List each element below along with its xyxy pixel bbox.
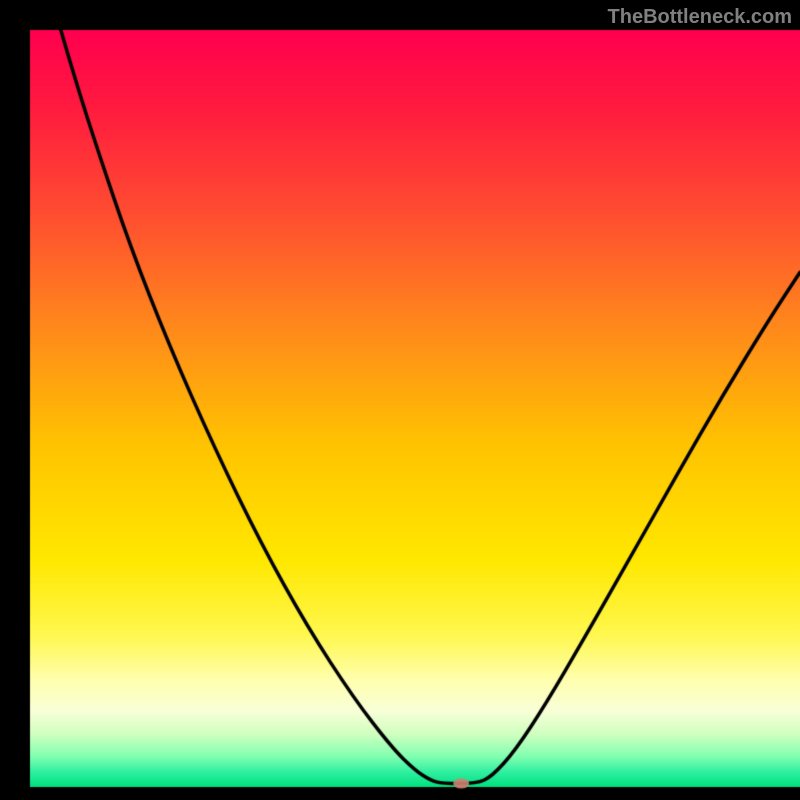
watermark-text: TheBottleneck.com (608, 6, 792, 29)
chart-container: TheBottleneck.com (0, 0, 800, 800)
bottleneck-curve-chart (0, 0, 800, 800)
